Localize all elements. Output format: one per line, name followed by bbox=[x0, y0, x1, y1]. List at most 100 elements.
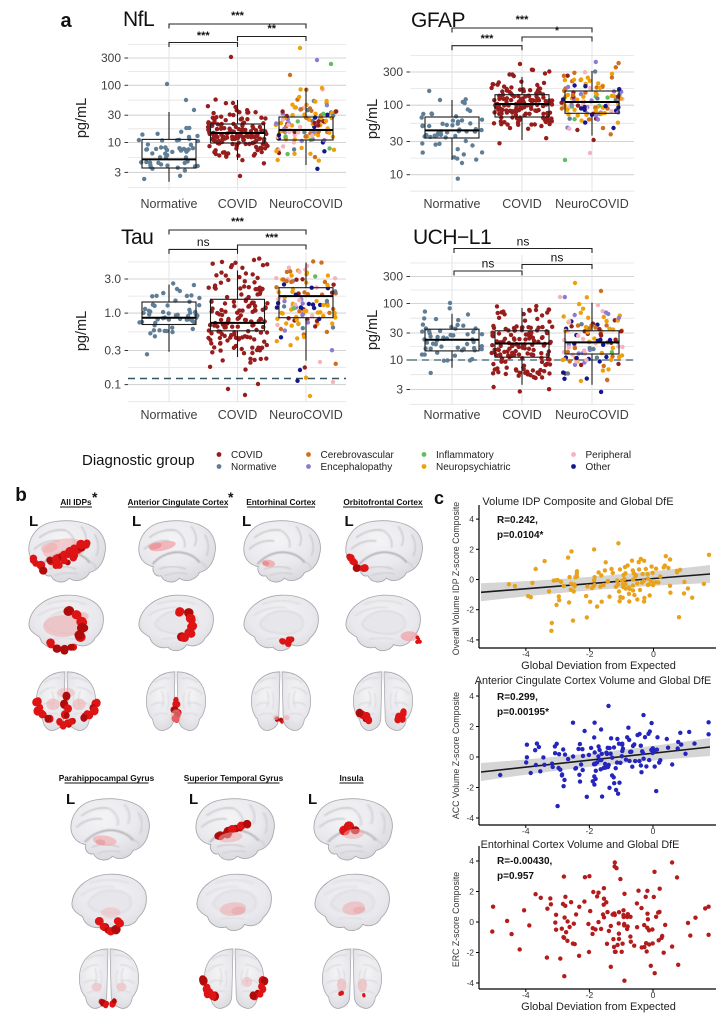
svg-text:Inflammatory: Inflammatory bbox=[436, 450, 494, 461]
svg-text:Orbitofrontal Cortex: Orbitofrontal Cortex bbox=[343, 497, 423, 507]
svg-text:NeuroCOVID: NeuroCOVID bbox=[269, 408, 343, 422]
svg-text:NfL: NfL bbox=[123, 8, 154, 31]
svg-text:0.3: 0.3 bbox=[104, 344, 121, 358]
svg-text:100: 100 bbox=[101, 78, 121, 92]
svg-text:NeuroCOVID: NeuroCOVID bbox=[269, 197, 343, 211]
svg-text:ns: ns bbox=[197, 235, 210, 249]
svg-text:Normative: Normative bbox=[424, 408, 481, 422]
svg-text:Tau: Tau bbox=[121, 226, 153, 249]
svg-text:COVID: COVID bbox=[502, 408, 542, 422]
svg-text:-2: -2 bbox=[586, 990, 594, 1000]
svg-text:4: 4 bbox=[469, 514, 474, 524]
svg-text:-2: -2 bbox=[466, 783, 474, 793]
svg-text:0: 0 bbox=[651, 826, 656, 836]
svg-text:p=0.00195*: p=0.00195* bbox=[497, 707, 549, 718]
svg-text:*: * bbox=[555, 25, 560, 37]
svg-text:Overall Volume IDP Z-score Com: Overall Volume IDP Z-score Composite bbox=[451, 502, 461, 655]
svg-text:pg/mL: pg/mL bbox=[74, 98, 90, 138]
svg-text:0.1: 0.1 bbox=[104, 378, 121, 392]
svg-text:L: L bbox=[345, 513, 354, 530]
svg-text:ns: ns bbox=[482, 257, 495, 271]
svg-text:ERC Z-score Composite: ERC Z-score Composite bbox=[451, 872, 461, 967]
svg-text:-4: -4 bbox=[522, 649, 530, 659]
svg-text:Insula: Insula bbox=[340, 773, 364, 783]
svg-text:L: L bbox=[242, 513, 251, 530]
svg-text:-2: -2 bbox=[586, 826, 594, 836]
svg-text:Entorhinal Cortex: Entorhinal Cortex bbox=[246, 497, 316, 507]
svg-text:4: 4 bbox=[469, 856, 474, 866]
svg-text:p=0.0104*: p=0.0104* bbox=[497, 530, 544, 541]
svg-text:*: * bbox=[92, 489, 98, 505]
svg-text:Cerebrovascular: Cerebrovascular bbox=[321, 450, 395, 461]
svg-text:Anterior Cingulate Cortex Volu: Anterior Cingulate Cortex Volume and Glo… bbox=[475, 675, 711, 687]
svg-text:GFAP: GFAP bbox=[411, 9, 465, 32]
svg-text:COVID: COVID bbox=[218, 197, 258, 211]
svg-text:Entorhinal Cortex Volume and G: Entorhinal Cortex Volume and Global DfE bbox=[481, 839, 680, 851]
svg-text:2: 2 bbox=[469, 544, 474, 554]
svg-text:Normative: Normative bbox=[231, 462, 277, 473]
svg-text:Other: Other bbox=[586, 462, 612, 473]
svg-text:-2: -2 bbox=[466, 605, 474, 615]
svg-text:0: 0 bbox=[651, 990, 656, 1000]
svg-text:100: 100 bbox=[383, 297, 403, 311]
svg-text:***: *** bbox=[265, 232, 279, 244]
svg-text:a: a bbox=[60, 10, 72, 32]
svg-text:300: 300 bbox=[383, 270, 403, 284]
svg-text:***: *** bbox=[516, 14, 530, 26]
svg-text:Normative: Normative bbox=[141, 197, 198, 211]
svg-text:All IDPs: All IDPs bbox=[60, 497, 92, 507]
svg-text:30: 30 bbox=[108, 108, 122, 122]
svg-text:pg/mL: pg/mL bbox=[365, 310, 381, 350]
svg-text:10: 10 bbox=[390, 168, 404, 182]
svg-text:-4: -4 bbox=[466, 978, 474, 988]
svg-text:1.0: 1.0 bbox=[104, 306, 121, 320]
svg-text:L: L bbox=[189, 791, 198, 808]
svg-text:R=0.242,: R=0.242, bbox=[497, 515, 538, 526]
svg-text:Global Deviation from Expected: Global Deviation from Expected bbox=[521, 660, 676, 672]
svg-text:0: 0 bbox=[651, 649, 656, 659]
svg-text:Anterior Cingulate Cortex: Anterior Cingulate Cortex bbox=[128, 497, 229, 507]
svg-text:COVID: COVID bbox=[218, 408, 258, 422]
svg-text:L: L bbox=[29, 513, 38, 530]
svg-text:3: 3 bbox=[396, 383, 403, 397]
svg-text:L: L bbox=[132, 513, 141, 530]
svg-text:300: 300 bbox=[101, 51, 121, 65]
svg-text:**: ** bbox=[267, 23, 276, 35]
svg-text:L: L bbox=[308, 791, 317, 808]
svg-text:R=0.299,: R=0.299, bbox=[497, 692, 538, 703]
svg-text:-4: -4 bbox=[466, 635, 474, 645]
svg-text:COVID: COVID bbox=[231, 450, 263, 461]
svg-text:30: 30 bbox=[390, 135, 404, 149]
svg-text:10: 10 bbox=[108, 136, 122, 150]
svg-text:pg/mL: pg/mL bbox=[74, 311, 90, 351]
svg-text:Superior Temporal Gyrus: Superior Temporal Gyrus bbox=[184, 773, 284, 783]
svg-text:4: 4 bbox=[469, 691, 474, 701]
svg-text:***: *** bbox=[231, 216, 245, 228]
svg-text:3: 3 bbox=[114, 165, 121, 179]
svg-text:NeuroCOVID: NeuroCOVID bbox=[555, 408, 629, 422]
svg-text:c: c bbox=[434, 488, 444, 508]
svg-text:Diagnostic group: Diagnostic group bbox=[82, 452, 195, 469]
svg-text:UCH−L1: UCH−L1 bbox=[413, 226, 491, 249]
svg-text:0: 0 bbox=[469, 917, 474, 927]
svg-text:Neuropsychiatric: Neuropsychiatric bbox=[436, 462, 510, 473]
svg-text:100: 100 bbox=[383, 98, 403, 112]
svg-text:ns: ns bbox=[517, 235, 530, 249]
svg-text:Peripheral: Peripheral bbox=[586, 450, 632, 461]
svg-text:***: *** bbox=[231, 10, 245, 22]
svg-text:-2: -2 bbox=[466, 948, 474, 958]
svg-text:p=0.957: p=0.957 bbox=[497, 871, 534, 882]
svg-text:*: * bbox=[228, 489, 234, 505]
svg-text:R=-0.00430,: R=-0.00430, bbox=[497, 856, 553, 867]
svg-text:L: L bbox=[66, 791, 75, 808]
svg-text:Parahippocampal Gyrus: Parahippocampal Gyrus bbox=[59, 773, 155, 783]
svg-text:-4: -4 bbox=[466, 813, 474, 823]
svg-text:Encephalopathy: Encephalopathy bbox=[321, 462, 393, 473]
svg-text:***: *** bbox=[481, 33, 495, 45]
svg-text:pg/mL: pg/mL bbox=[365, 99, 381, 139]
svg-text:ns: ns bbox=[551, 251, 564, 265]
svg-text:Normative: Normative bbox=[424, 197, 481, 211]
svg-text:3.0: 3.0 bbox=[104, 272, 121, 286]
svg-text:10: 10 bbox=[390, 353, 404, 367]
svg-text:Normative: Normative bbox=[141, 408, 198, 422]
